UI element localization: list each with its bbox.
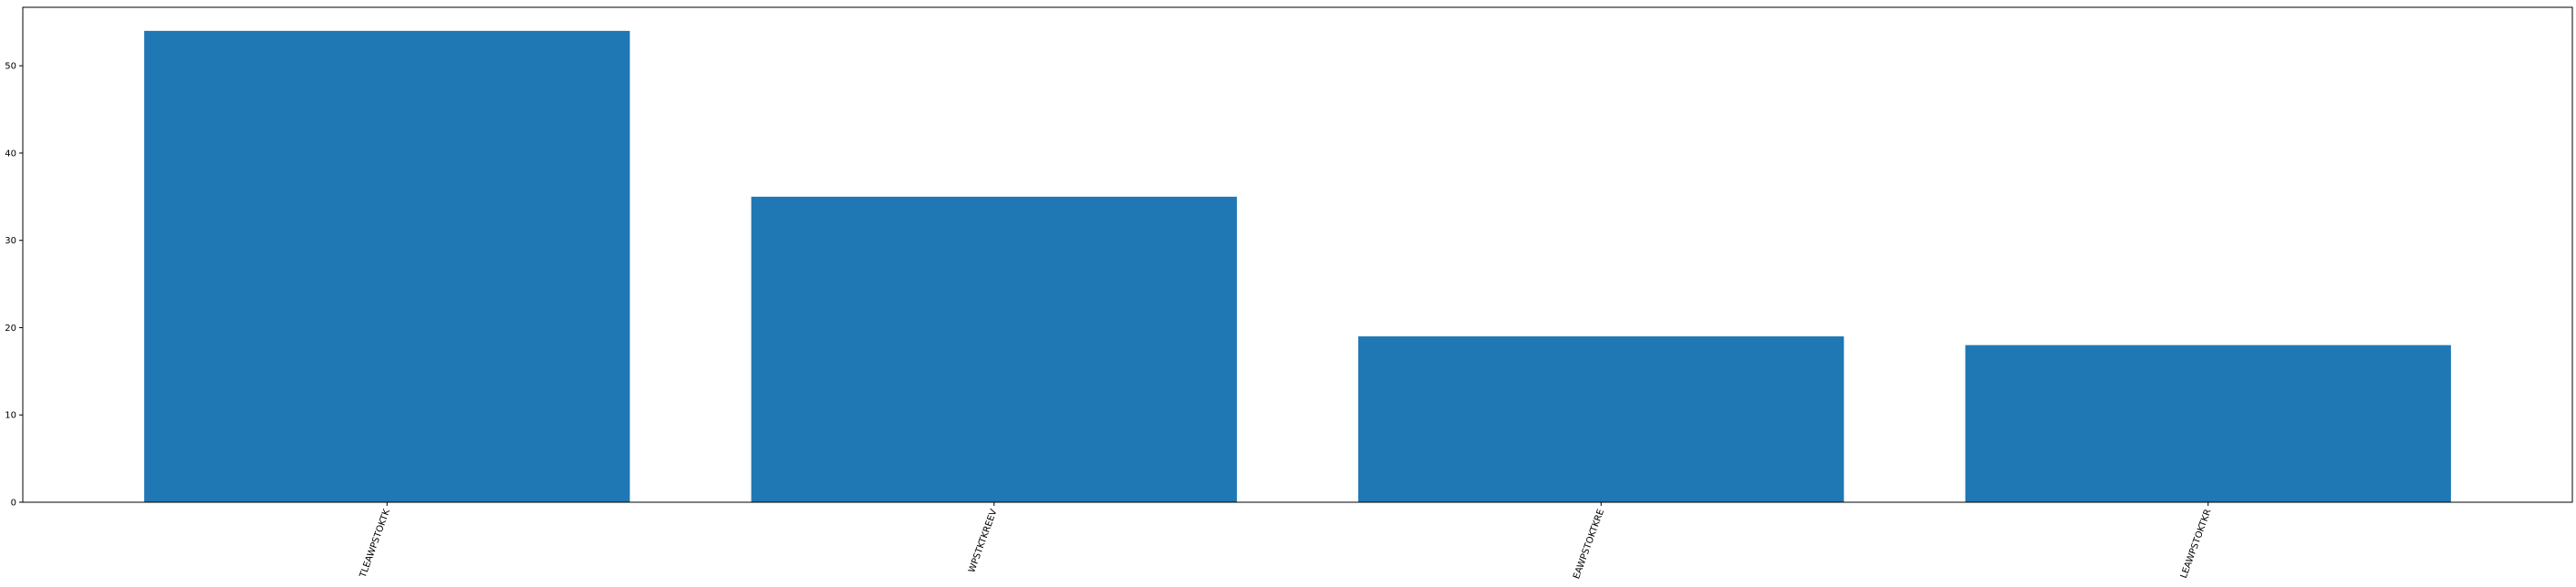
- y-tick-label: 20: [5, 324, 16, 334]
- x-tick-label: EAWPSTOKTKRE: [1572, 508, 1606, 580]
- x-tick-label: TLEAWPSTOKTK: [358, 508, 392, 580]
- bar-EAWPSTOKTKRE: [1358, 336, 1844, 502]
- y-tick-label: 0: [11, 499, 16, 509]
- y-tick-label: 50: [5, 62, 16, 72]
- bar-LEAWPSTOKTKR: [1965, 345, 2451, 502]
- bars: [144, 30, 2451, 503]
- y-tick-label: 30: [5, 236, 16, 246]
- bar-WPSTKTKREEV: [751, 196, 1237, 502]
- y-tick-label: 40: [5, 149, 16, 159]
- plot-frame: [22, 6, 2573, 503]
- x-tick-label: LEAWPSTOKTKR: [2179, 508, 2214, 580]
- y-axis: 0 10 20 30 40 50: [5, 62, 23, 509]
- y-tick-label: 10: [5, 411, 16, 421]
- bar-TLEAWPSTOKTK: [144, 30, 630, 503]
- x-axis: TLEAWPSTOKTK WPSTKTKREEV EAWPSTOKTKRE LEAWP…: [358, 502, 2214, 581]
- x-tick-label: WPSTKTKREEV: [967, 508, 999, 574]
